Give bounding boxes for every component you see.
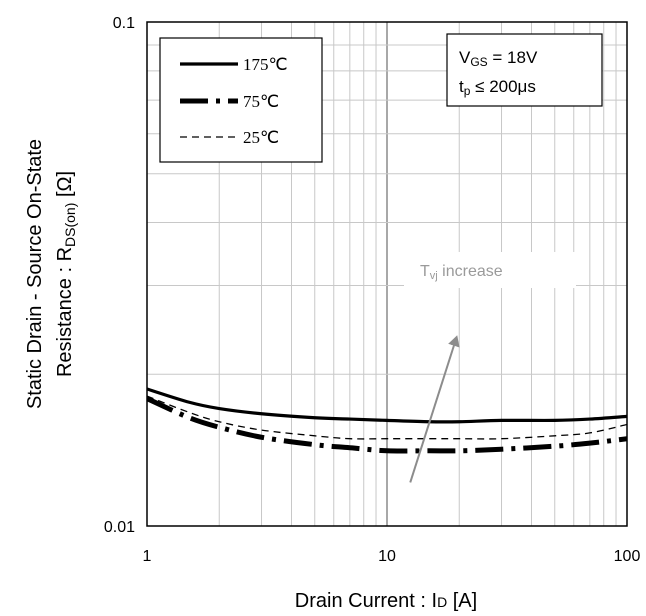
annotation-arrow [409,335,460,483]
y-axis-title-line1: Static Drain - Source On-State [24,139,46,409]
y-tick-label: 0.01 [104,519,135,536]
annotation-label: Tvj increase [420,263,503,282]
tick-labels: 1 10 100 0.01 0.1 [104,15,641,565]
legend-label-175: 175℃ [243,55,288,74]
conditions-frame [446,33,603,107]
conditions-box: VGS = 18V tp ≤ 200μs [446,33,603,107]
series-layer [147,387,627,454]
x-tick-label: 1 [143,548,152,565]
condition-vgs: VGS = 18V [459,48,538,69]
x-axis-title: Drain Current : ID [A] [295,590,477,612]
series-line-1 [147,396,627,454]
legend-label-75: 75℃ [243,92,279,111]
legend: 175℃ 75℃ 25℃ [159,37,323,163]
condition-tp: tp ≤ 200μs [459,77,536,98]
x-tick-label: 100 [614,548,641,565]
series-line-2 [147,395,627,440]
y-tick-label: 0.1 [113,15,135,32]
y-axis-title-line2: Resistance : RDS(on) [Ω] [54,171,78,377]
plot-area-frame [146,21,628,527]
y-axis-title: Static Drain - Source On-State Resistanc… [24,139,78,409]
series-line-0 [147,387,627,424]
annotation-background [404,252,576,288]
tvj-annotation: Tvj increase [404,252,576,483]
legend-label-25: 25℃ [243,128,279,147]
x-tick-label: 10 [378,548,396,565]
